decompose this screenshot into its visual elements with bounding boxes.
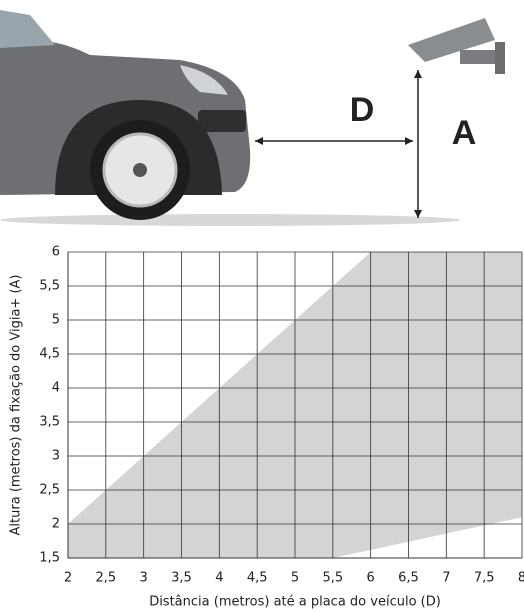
- x-tick-label: 6: [367, 571, 375, 586]
- y-tick-label: 5,5: [39, 279, 60, 294]
- grille: [198, 110, 246, 132]
- x-tick-label: 3: [140, 571, 148, 586]
- x-tick-label: 7: [442, 571, 450, 586]
- ground-shadow: [0, 214, 460, 226]
- x-tick-label: 8: [518, 571, 524, 586]
- x-tick-label: 5,5: [322, 571, 343, 586]
- y-tick-label: 3,5: [39, 415, 60, 430]
- y-tick-label: 1,5: [39, 551, 60, 566]
- y-tick-label: 3: [52, 449, 60, 464]
- x-tick-label: 4,5: [247, 571, 268, 586]
- page: D A 1,5 2 2,5 3 3,5 4 4,5 5 5,5 6 2 2,5 3 3,5 4 4,5 5 5,5…: [0, 0, 524, 612]
- distance-label: D: [350, 91, 375, 129]
- x-tick-label: 4: [215, 571, 223, 586]
- y-tick-label: 4: [52, 381, 60, 396]
- x-tick-label: 2: [64, 571, 72, 586]
- wall-plate: [495, 42, 505, 74]
- x-axis-label: Distância (metros) até a placa do veícul…: [149, 595, 441, 610]
- chart: 1,5 2 2,5 3 3,5 4 4,5 5 5,5 6 2 2,5 3 3,5 4 4,5 5 5,5 6 6,5…: [9, 245, 524, 610]
- y-tick-label: 5: [52, 313, 60, 328]
- x-tick-label: 7,5: [474, 571, 495, 586]
- illustration: D A: [0, 10, 505, 226]
- hub: [133, 163, 147, 177]
- y-tick-label: 4,5: [39, 347, 60, 362]
- height-label: A: [452, 114, 477, 152]
- x-tick-label: 2,5: [95, 571, 116, 586]
- y-tick-label: 2,5: [39, 483, 60, 498]
- x-tick-label: 5: [291, 571, 299, 586]
- car-windshield: [0, 10, 55, 48]
- y-axis-label: Altura (metros) da fixação do Vigia+ (A): [9, 275, 24, 536]
- y-tick-label: 2: [52, 517, 60, 532]
- x-tick-label: 3,5: [171, 571, 192, 586]
- x-tick-label: 6,5: [398, 571, 419, 586]
- camera-mount: [460, 50, 500, 64]
- y-tick-label: 6: [52, 245, 60, 260]
